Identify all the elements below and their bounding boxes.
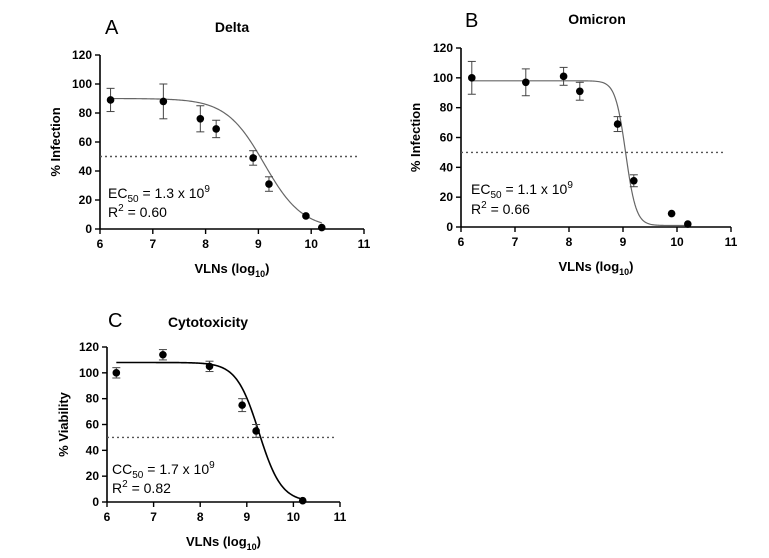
y-tick-label: 100 (79, 366, 99, 380)
annotation-r2: R2 = 0.60 (108, 203, 167, 220)
chart-panel-c: C Cytotoxicity 6 7 8 9 10 11 0 20 40 60 80 100 120 VLNs… (56, 310, 347, 552)
fit-curve (110, 97, 322, 224)
chart-title: Cytotoxicity (168, 314, 248, 330)
data-point (302, 212, 310, 220)
y-axis-label: % Viability (56, 391, 71, 457)
data-point (205, 362, 214, 371)
data-point (196, 115, 205, 123)
data-point (159, 350, 167, 359)
chart-panel-b: B Omicron 6 7 8 9 10 11 0 20 40 60 80 100 120 VLNs (log… (408, 10, 738, 277)
data-point (522, 78, 530, 87)
panel-letter: B (465, 10, 478, 32)
y-tick-label: 20 (440, 190, 454, 204)
y-tick-label: 40 (86, 443, 100, 457)
y-tick-label: 40 (79, 164, 93, 178)
y-tick-label: 80 (440, 101, 454, 115)
panel-letter: A (105, 17, 119, 39)
y-tick-label: 20 (79, 193, 93, 207)
data-point (238, 401, 246, 409)
data-point (106, 96, 115, 104)
y-tick-label: 60 (79, 135, 93, 149)
x-tick-label: 11 (358, 237, 371, 251)
chart-panel-a: A Delta 6 7 8 9 10 11 0 20 40 60 80 100 120 VLNs (log10… (48, 17, 371, 279)
x-tick-label: 6 (97, 237, 104, 251)
x-tick-label: 10 (287, 510, 301, 524)
annotation-r2: R2 = 0.66 (471, 200, 530, 217)
data-point (684, 220, 692, 228)
fit-curve (471, 80, 688, 227)
x-tick-label: 9 (255, 237, 262, 251)
data-point (468, 74, 476, 82)
y-tick-label: 80 (86, 392, 100, 406)
y-tick-label: 0 (85, 222, 92, 236)
y-tick-label: 20 (86, 469, 100, 483)
annotation-r2: R2 = 0.82 (112, 479, 171, 496)
x-axis-label: VLNs (log10) (558, 259, 633, 277)
data-point (112, 369, 121, 377)
x-tick-label: 7 (150, 510, 157, 524)
data-point (317, 223, 326, 232)
data-point (249, 154, 257, 162)
x-tick-label: 10 (305, 237, 319, 251)
x-tick-label: 11 (334, 510, 347, 524)
y-tick-label: 100 (72, 77, 92, 91)
y-tick-label: 80 (79, 106, 93, 120)
y-tick-label: 0 (446, 220, 453, 234)
data-point (298, 496, 307, 505)
y-tick-label: 120 (433, 41, 453, 55)
data-point (159, 97, 168, 106)
y-tick-label: 60 (440, 131, 454, 145)
y-tick-label: 100 (433, 71, 453, 85)
y-tick-label: 40 (440, 160, 454, 174)
data-point (667, 209, 676, 218)
y-axis-label: % Infection (408, 103, 423, 172)
annotation-ec50: EC50 = 1.3 x 109 (108, 184, 210, 205)
x-tick-label: 6 (104, 510, 111, 524)
x-axis-label: VLNs (log10) (194, 261, 269, 279)
x-tick-label: 8 (197, 510, 204, 524)
x-tick-label: 8 (566, 235, 573, 249)
annotation-ec50: CC50 = 1.7 x 109 (112, 460, 215, 481)
y-tick-label: 0 (92, 495, 99, 509)
x-tick-label: 6 (458, 235, 465, 249)
data-point (212, 125, 220, 133)
x-tick-label: 7 (149, 237, 156, 251)
data-point (576, 87, 584, 96)
y-tick-label: 120 (79, 340, 99, 354)
data-point (265, 180, 273, 188)
data-point (559, 72, 568, 81)
annotation-ec50: EC50 = 1.1 x 109 (471, 180, 573, 201)
panel-letter: C (108, 310, 122, 332)
x-tick-label: 9 (243, 510, 250, 524)
y-tick-label: 60 (86, 418, 100, 432)
data-point (613, 120, 622, 128)
x-tick-label: 7 (512, 235, 519, 249)
x-tick-label: 9 (620, 235, 627, 249)
x-tick-label: 11 (725, 235, 738, 249)
data-point (252, 427, 260, 435)
x-tick-label: 8 (202, 237, 209, 251)
data-point (630, 176, 638, 185)
chart-title: Omicron (568, 11, 626, 27)
y-tick-label: 120 (72, 48, 92, 62)
chart-title: Delta (215, 19, 249, 35)
fit-curve (116, 361, 303, 500)
y-axis-label: % Infection (48, 107, 63, 176)
x-tick-label: 10 (670, 235, 684, 249)
x-axis-label: VLNs (log10) (186, 534, 261, 552)
